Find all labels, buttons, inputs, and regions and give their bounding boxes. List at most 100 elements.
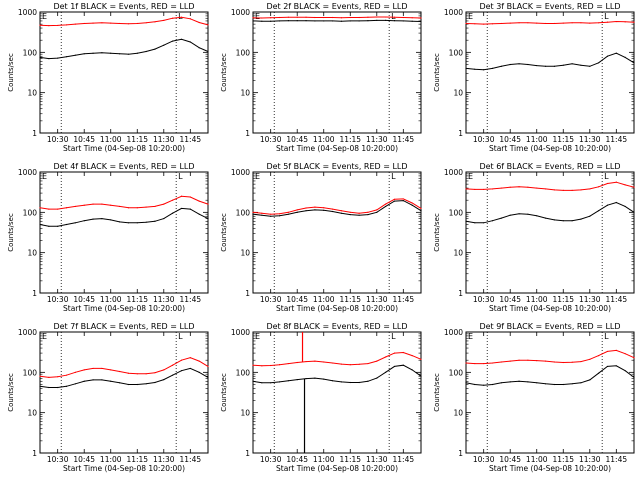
events-data-point [598, 62, 600, 64]
events-data-point [483, 384, 485, 386]
events-data-point [92, 52, 94, 54]
x-axis-label: Start Time (04-Sep-08 10:20:00) [489, 464, 611, 473]
lld-data-point [323, 207, 325, 209]
events-data-point [163, 379, 165, 381]
lld-data-point [615, 181, 617, 183]
lld-data-point [198, 360, 200, 362]
events-data-point [172, 374, 174, 376]
y-tick-label: 1000 [231, 168, 250, 177]
events-data-point [553, 383, 556, 386]
events-data-point [154, 220, 156, 222]
y-tick-label: 1 [458, 129, 463, 138]
x-tick-label: 11:30 [366, 455, 388, 464]
lld-data-point [483, 188, 485, 191]
events-data-point [402, 200, 404, 202]
y-axis-label: Counts/sec [433, 373, 441, 412]
events-data-point [57, 386, 59, 389]
y-tick-label: 1000 [444, 168, 463, 177]
x-tick-label: 11:45 [180, 295, 202, 304]
events-data-point [500, 382, 502, 384]
events-data-point [544, 65, 547, 67]
chart-panel: Det 1f BLACK = Events, RED = LLD 1 10 100 10… [7, 2, 209, 153]
lld-data-point [367, 362, 369, 365]
lld-data-point [402, 198, 404, 200]
events-data-point [500, 65, 502, 67]
lld-data-point [598, 22, 600, 24]
lld-data-point [358, 16, 360, 19]
lld-data-point [420, 358, 422, 360]
lld-data-point [189, 18, 191, 20]
events-data-point [589, 379, 591, 381]
events-data-point [527, 381, 529, 383]
lld-data-point [491, 188, 494, 190]
x-tick-label: 11:45 [180, 455, 202, 464]
events-data-point [491, 220, 494, 222]
events-data-point [367, 213, 369, 216]
events-data-point [527, 213, 529, 215]
y-tick-label: 10 [27, 409, 37, 418]
lld-data-point [624, 21, 626, 23]
events-data-point [296, 20, 298, 22]
events-data-point [305, 377, 307, 380]
events-data-point [172, 212, 174, 214]
events-marker: E [42, 172, 47, 181]
lld-data-point [633, 186, 635, 188]
lld-data-point [110, 204, 112, 206]
lld-data-point [48, 208, 50, 210]
y-tick-label: 1 [32, 449, 37, 458]
events-data-point [180, 207, 183, 210]
lld-data-point [509, 186, 511, 188]
events-data-point [74, 222, 76, 224]
events-data-point [145, 383, 147, 385]
y-axis-label: Counts/sec [433, 213, 441, 252]
events-data-point [270, 20, 272, 22]
lld-data-point [615, 20, 617, 23]
lld-data-point [252, 211, 254, 213]
events-data-point [589, 65, 591, 67]
x-tick-label: 10:45 [286, 295, 308, 304]
lld-data-point [340, 210, 343, 212]
x-tick-label: 11:45 [606, 295, 628, 304]
events-marker: E [255, 332, 260, 341]
plot-frame [39, 331, 209, 454]
events-data-point [402, 364, 404, 366]
events-data-point [163, 217, 165, 220]
events-data-point [48, 386, 50, 389]
lld-series-line [39, 16, 209, 27]
lld-data-point [553, 189, 556, 191]
events-data-point [606, 365, 609, 368]
lld-data-point [544, 22, 547, 25]
x-tick-label: 10:45 [499, 455, 521, 464]
events-data-point [39, 385, 41, 387]
lld-data-point [136, 22, 138, 25]
lld-data-point [340, 17, 343, 19]
events-data-point [518, 63, 520, 65]
events-series-line [39, 38, 209, 60]
events-data-point [180, 370, 183, 372]
events-marker: E [255, 172, 260, 181]
lld-data-point [331, 16, 334, 19]
events-data-point [420, 210, 422, 212]
x-tick-label: 11:15 [339, 135, 361, 144]
y-tick-label: 1000 [18, 8, 37, 17]
events-data-point [74, 54, 76, 56]
x-tick-label: 10:45 [286, 135, 308, 144]
lld-data-point [110, 22, 112, 24]
y-tick-label: 1000 [231, 8, 250, 17]
events-data-point [136, 52, 138, 54]
lld-data-point [571, 361, 573, 363]
events-series-line [465, 365, 635, 386]
y-tick-label: 1000 [18, 328, 37, 337]
events-data-point [314, 209, 316, 211]
lld-data-point [118, 205, 121, 208]
y-tick-label: 100 [23, 48, 38, 57]
lld-data-point [207, 365, 209, 368]
y-tick-label: 1 [32, 129, 37, 138]
lld-data-point [465, 362, 467, 364]
events-data-point [145, 50, 147, 53]
lld-data-point [296, 361, 298, 364]
lld-data-point [189, 196, 191, 198]
x-tick-label: 11:00 [526, 135, 548, 144]
x-tick-label: 11:30 [579, 295, 601, 304]
